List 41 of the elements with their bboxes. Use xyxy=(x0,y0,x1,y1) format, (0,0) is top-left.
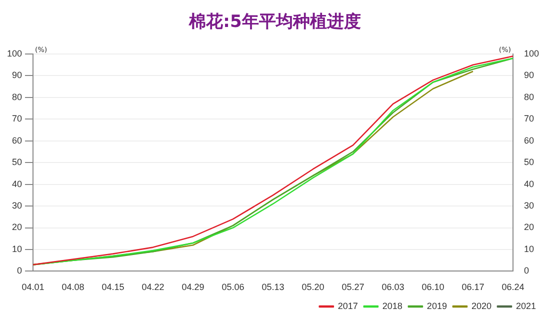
legend-label: 2019 xyxy=(426,300,447,311)
legend-label: 2018 xyxy=(382,300,402,311)
y2-tick-label: 30 xyxy=(524,200,534,211)
y-tick-label: 0 xyxy=(17,266,22,276)
x-tick-label: 04.08 xyxy=(62,282,84,292)
x-tick-label: 04.22 xyxy=(142,282,164,292)
y-tick-label: 30 xyxy=(12,200,22,211)
y-tick-label: 60 xyxy=(12,135,22,146)
y-tick-label: 20 xyxy=(12,222,22,232)
legend-label: 2021 xyxy=(516,300,536,311)
y2-tick-label: 10 xyxy=(524,244,534,254)
y2-tick-label: 70 xyxy=(524,114,534,124)
x-tick-label: 04.01 xyxy=(22,282,44,292)
y-tick-label: 90 xyxy=(12,70,22,80)
chart-title: 棉花:5年平均种植进度 xyxy=(188,11,362,34)
y2-tick-label: 40 xyxy=(524,178,534,189)
x-tick-label: 06.03 xyxy=(382,282,404,292)
y2-tick-label: 20 xyxy=(524,222,534,232)
x-tick-label: 05.06 xyxy=(222,282,244,292)
y-tick-label: 80 xyxy=(12,92,22,102)
legend-label: 2017 xyxy=(338,300,358,311)
x-tick-label: 06.24 xyxy=(502,282,524,292)
x-tick-label: 04.15 xyxy=(102,282,124,292)
y2-tick-label: 90 xyxy=(524,70,534,80)
y-tick-label: 40 xyxy=(12,178,22,189)
y-tick-label: 10 xyxy=(12,244,22,254)
y2-tick-label: 50 xyxy=(524,157,534,168)
y2-tick-label: 100 xyxy=(524,48,540,58)
x-tick-label: 05.27 xyxy=(342,282,364,292)
x-tick-label: 04.29 xyxy=(182,282,204,292)
y-tick-label: 100 xyxy=(6,48,22,58)
y2-tick-label: 60 xyxy=(524,135,534,146)
y-tick-label: 70 xyxy=(12,114,22,124)
y-tick-label: 50 xyxy=(12,157,22,168)
x-tick-label: 05.20 xyxy=(302,282,324,292)
legend-label: 2020 xyxy=(471,300,492,311)
x-tick-label: 06.17 xyxy=(462,282,484,292)
y2-tick-label: 0 xyxy=(524,266,529,276)
x-tick-label: 05.13 xyxy=(262,282,284,292)
x-tick-label: 06.10 xyxy=(422,282,444,292)
y2-tick-label: 80 xyxy=(524,92,534,102)
